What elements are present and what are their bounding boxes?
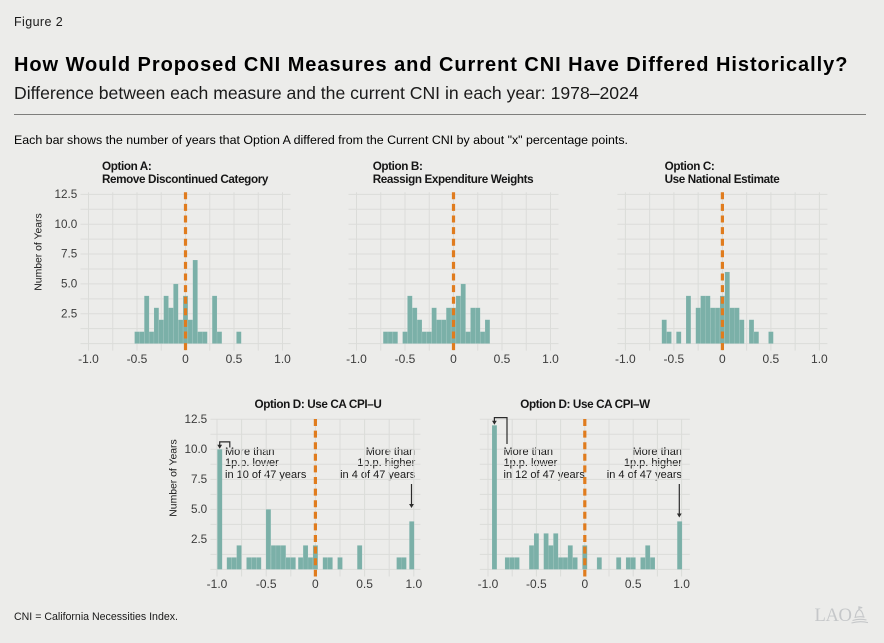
svg-text:-0.5: -0.5 xyxy=(664,352,685,366)
svg-text:0.5: 0.5 xyxy=(226,352,243,366)
svg-text:0: 0 xyxy=(581,577,588,591)
svg-text:-0.5: -0.5 xyxy=(127,352,148,366)
svg-text:0.5: 0.5 xyxy=(625,577,642,591)
svg-text:1.0: 1.0 xyxy=(274,352,291,366)
svg-text:-1.0: -1.0 xyxy=(346,352,367,366)
svg-text:12.5: 12.5 xyxy=(55,188,78,201)
svg-text:0: 0 xyxy=(450,352,457,366)
svg-text:0.5: 0.5 xyxy=(356,577,373,591)
svg-text:-0.5: -0.5 xyxy=(395,352,416,366)
svg-text:10.0: 10.0 xyxy=(184,443,207,456)
svg-text:7.5: 7.5 xyxy=(191,473,208,486)
svg-text:1.0: 1.0 xyxy=(542,352,559,366)
svg-text:-1.0: -1.0 xyxy=(78,352,99,366)
svg-text:10.0: 10.0 xyxy=(55,218,78,231)
svg-text:-0.5: -0.5 xyxy=(256,577,277,591)
svg-text:1.0: 1.0 xyxy=(673,577,690,591)
svg-text:0: 0 xyxy=(182,352,189,366)
svg-text:-1.0: -1.0 xyxy=(615,352,636,366)
svg-text:1.0: 1.0 xyxy=(811,352,828,366)
svg-text:12.5: 12.5 xyxy=(184,413,207,426)
svg-text:5.0: 5.0 xyxy=(61,278,78,291)
svg-text:0: 0 xyxy=(719,352,726,366)
svg-text:0.5: 0.5 xyxy=(494,352,511,366)
svg-text:-1.0: -1.0 xyxy=(478,577,499,591)
svg-text:0.5: 0.5 xyxy=(763,352,780,366)
svg-text:-1.0: -1.0 xyxy=(207,577,228,591)
svg-text:7.5: 7.5 xyxy=(61,248,78,261)
svg-text:0: 0 xyxy=(312,577,319,591)
svg-text:2.5: 2.5 xyxy=(61,307,78,320)
svg-text:1.0: 1.0 xyxy=(405,577,422,591)
svg-text:5.0: 5.0 xyxy=(191,503,208,516)
svg-text:-0.5: -0.5 xyxy=(526,577,547,591)
svg-text:2.5: 2.5 xyxy=(191,533,208,546)
